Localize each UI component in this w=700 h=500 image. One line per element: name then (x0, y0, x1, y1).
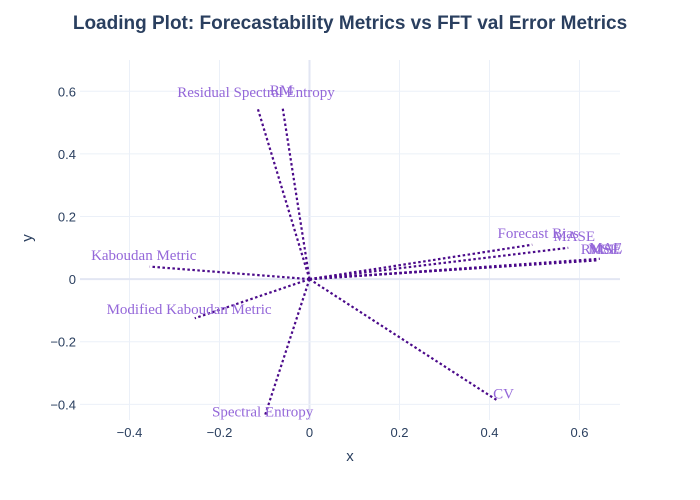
loading-label: MASE (553, 229, 595, 245)
loading-label: Forecast Bias (498, 226, 579, 242)
y-tick-label: −0.2 (50, 335, 76, 350)
loading-label: MAE (589, 240, 622, 256)
loading-vector (194, 278, 310, 320)
x-tick-label: 0 (306, 425, 313, 440)
y-tick-label: 0.4 (58, 147, 76, 162)
loading-label: RMSE (581, 242, 622, 258)
x-tick-label: 0.4 (480, 425, 498, 440)
loading-vector (149, 265, 310, 281)
loading-vector (263, 278, 311, 418)
loading-vector (309, 243, 533, 281)
y-tick-label: 0.6 (58, 84, 76, 99)
x-axis-title: x (346, 448, 354, 465)
loading-label: Spectral Entropy (212, 405, 314, 421)
loading-label: CV (493, 386, 514, 402)
y-axis-title: y (19, 234, 36, 242)
loading-vector (256, 108, 311, 280)
y-tick-label: −0.4 (50, 397, 76, 412)
loading-vector (309, 246, 569, 281)
x-tick-label: −0.4 (117, 425, 143, 440)
y-tick-label: 0 (69, 272, 76, 287)
loading-vectors (149, 106, 600, 418)
loading-label: RM (270, 83, 293, 99)
loading-vector (308, 278, 500, 403)
chart-title: Loading Plot: Forecastability Metrics vs… (73, 13, 627, 34)
loading-vector (309, 259, 596, 281)
x-tick-label: 0.6 (570, 425, 588, 440)
loading-label: MSE (588, 242, 619, 258)
x-tick-label: 0.2 (390, 425, 408, 440)
grid-layer (80, 60, 620, 420)
loading-label: Kaboudan Metric (91, 248, 197, 264)
y-tick-label: 0.2 (58, 210, 76, 225)
loading-label: Modified Kaboudan Metric (107, 302, 272, 318)
loading-vector (281, 106, 311, 280)
axis-ticks: −0.4 −0.2 0 0.2 0.4 0.6 −0.4 −0.2 0 0.2 0.4 0.6 (50, 84, 588, 440)
x-tick-label: −0.2 (207, 425, 233, 440)
loading-label: Residual Spectral Entropy (177, 85, 335, 101)
